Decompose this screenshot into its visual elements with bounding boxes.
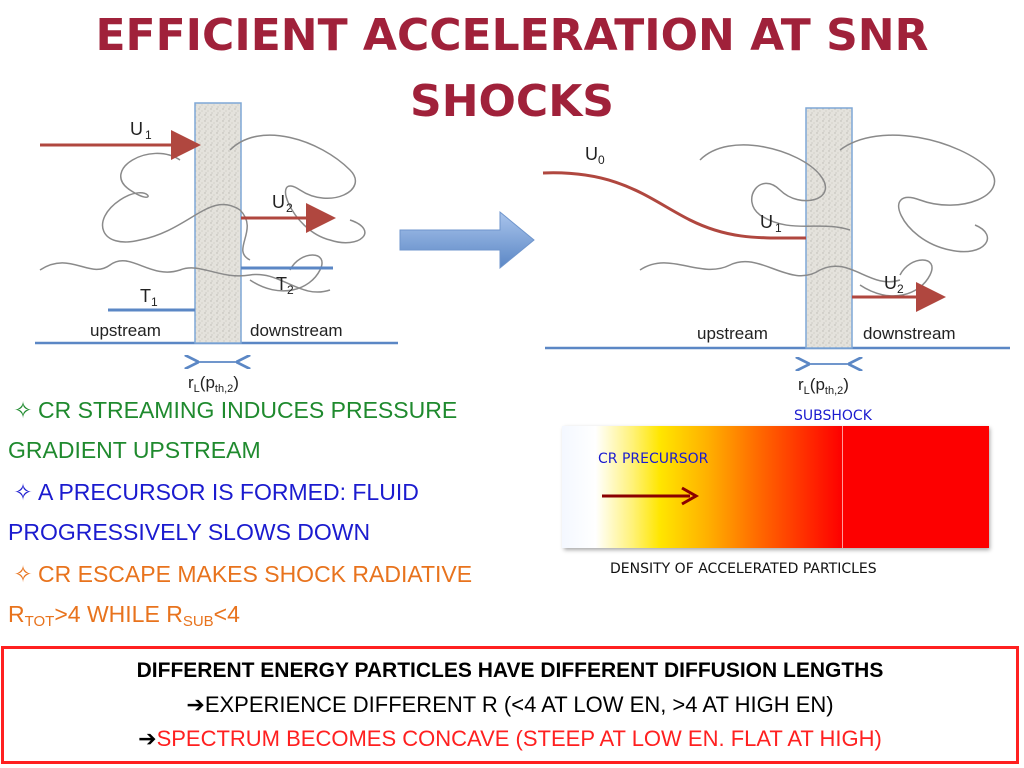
- arrow-icon: ➔: [138, 726, 157, 751]
- conclusion-line2: ➔EXPERIENCE DIFFERENT R (<4 AT LOW EN, >…: [186, 692, 834, 717]
- left-u2-label: U2: [272, 192, 293, 215]
- star-bullet-icon: ✧: [13, 479, 33, 505]
- density-caption: DENSITY OF ACCELERATED PARTICLES: [610, 561, 877, 577]
- left-t2-label: T2: [276, 274, 294, 297]
- left-shock-layer: [194, 102, 242, 344]
- conclusion-line3: ➔SPECTRUM BECOMES CONCAVE (STEEP AT LOW …: [138, 726, 882, 751]
- subshock-label: SUBSHOCK: [794, 408, 872, 424]
- conclusion-line1: DIFFERENT ENERGY PARTICLES HAVE DIFFEREN…: [136, 659, 884, 682]
- density-bar: CR PRECURSOR: [562, 426, 989, 548]
- right-upstream-label: upstream: [697, 324, 768, 343]
- left-downstream-label: downstream: [250, 321, 343, 340]
- bullet-1-line2: GRADIENT UPSTREAM: [8, 437, 261, 463]
- cr-precursor-label: CR PRECURSOR: [598, 451, 709, 467]
- arrow-icon: ➔: [186, 692, 205, 717]
- right-u0-flow: [542, 171, 807, 240]
- conclusion-box: DIFFERENT ENERGY PARTICLES HAVE DIFFEREN…: [1, 646, 1019, 764]
- bullet-3-line1: ✧ CR ESCAPE MAKES SHOCK RADIATIVE: [8, 560, 472, 588]
- downstream-region: [842, 426, 989, 548]
- left-rl-label: rL(pth,2): [188, 373, 239, 395]
- precursor-gradient: [562, 426, 842, 548]
- right-downstream-label: downstream: [863, 324, 956, 343]
- slide-title-line1: EFFICIENT ACCELERATION AT SNR: [95, 10, 929, 61]
- bullet-3-line2: RTOT>4 WHILE RSUB<4: [8, 601, 240, 630]
- right-u2-label: U2: [884, 273, 904, 296]
- bullet-2-line1: ✧ A PRECURSOR IS FORMED: FLUID: [8, 478, 418, 506]
- precursor-arrow-icon: [602, 486, 700, 506]
- bullet-1-line1: ✧ CR STREAMING INDUCES PRESSURE: [8, 396, 457, 424]
- transition-arrow: [399, 210, 535, 270]
- bullet-2-line2: PROGRESSIVELY SLOWS DOWN: [8, 519, 371, 545]
- star-bullet-icon: ✧: [13, 561, 33, 587]
- left-t1-label: T1: [140, 286, 158, 309]
- right-u0-label: U0: [585, 144, 605, 167]
- right-rl-label: rL(pth,2): [798, 375, 849, 397]
- slide-title-line2: SHOCKS: [410, 76, 614, 127]
- left-upstream-label: upstream: [90, 321, 161, 340]
- star-bullet-icon: ✧: [13, 397, 33, 423]
